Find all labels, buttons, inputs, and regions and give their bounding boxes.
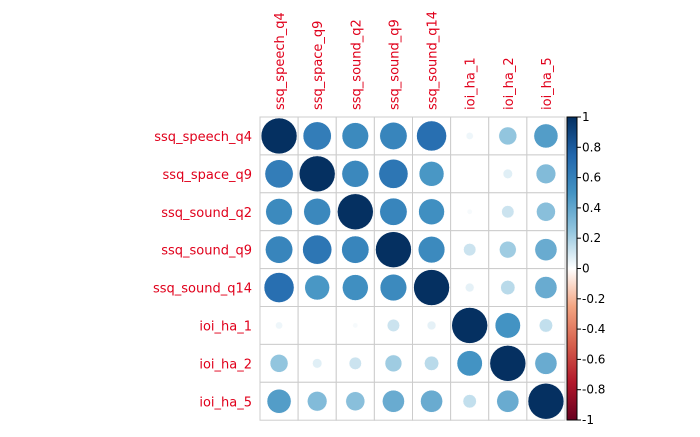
grid-cell xyxy=(450,154,490,194)
column-label: ioi_ha_2 xyxy=(502,57,517,110)
correlation-circle xyxy=(348,356,362,370)
correlation-circle xyxy=(269,354,289,373)
colorbar-tick-label: 0.8 xyxy=(582,140,601,154)
correlation-circle xyxy=(384,354,403,373)
colorbar-tick-label: -0.8 xyxy=(582,383,605,397)
correlation-circle xyxy=(533,123,559,149)
correlation-circle xyxy=(352,322,359,329)
correlation-circle xyxy=(527,383,565,420)
correlation-circle xyxy=(500,280,516,295)
correlation-circle xyxy=(534,276,558,299)
correlation-circle xyxy=(345,391,366,411)
correlation-circle xyxy=(535,163,557,184)
correlation-circle xyxy=(266,388,292,414)
row-label: ssq_sound_q9 xyxy=(161,244,252,259)
row-label: ioi_ha_5 xyxy=(199,395,252,410)
colorbar-tick-label: 0.4 xyxy=(582,201,601,215)
correlation-circle xyxy=(304,274,330,301)
correlation-circle xyxy=(424,355,439,371)
colorbar-tick-label: 1 xyxy=(582,110,590,124)
correlation-circle xyxy=(379,273,407,302)
grid-cell xyxy=(526,268,566,308)
colorbar-tick-label: -0.2 xyxy=(582,292,605,306)
correlation-circle xyxy=(536,202,556,222)
correlation-circle xyxy=(302,121,332,151)
row-label: ssq_sound_q14 xyxy=(153,282,252,297)
correlation-circle xyxy=(463,243,477,257)
column-label: ioi_ha_1 xyxy=(464,57,479,110)
correlation-circle xyxy=(418,161,445,187)
column-label: ioi_ha_5 xyxy=(540,57,555,110)
correlation-circle xyxy=(534,352,558,375)
grid-cell xyxy=(526,116,566,156)
correlation-circle xyxy=(307,391,328,412)
correlation-circle xyxy=(378,159,409,189)
grid-cell xyxy=(488,192,528,232)
correlation-circle xyxy=(418,236,446,264)
correlation-circle xyxy=(451,307,488,344)
colorbar xyxy=(566,116,578,421)
colorbar-tick-label: -0.6 xyxy=(582,352,605,366)
correlation-circle xyxy=(496,389,520,413)
column-label: ssq_space_q9 xyxy=(311,21,326,110)
correlation-circle xyxy=(502,168,513,179)
correlation-circle xyxy=(420,389,443,413)
correlation-circle xyxy=(265,235,293,264)
correlation-circle xyxy=(465,282,475,293)
correlation-circle xyxy=(302,234,333,265)
correlation-circle xyxy=(466,208,473,215)
row-label: ioi_ha_2 xyxy=(199,357,252,372)
correlation-circle xyxy=(265,198,293,226)
row-label: ssq_speech_q4 xyxy=(154,130,252,145)
correlation-circle xyxy=(465,132,474,140)
correlation-circle xyxy=(379,122,408,150)
correlation-circle xyxy=(494,312,521,339)
colorbar-tick-label: -1 xyxy=(582,413,594,427)
correlation-circle xyxy=(501,205,515,219)
correlation-circle xyxy=(538,318,553,333)
correlation-circle xyxy=(275,321,283,330)
correlation-circle xyxy=(337,193,374,230)
correlation-circle xyxy=(342,274,369,301)
row-label: ssq_space_q9 xyxy=(163,168,252,183)
correlation-circle xyxy=(264,159,294,189)
row-label: ssq_sound_q2 xyxy=(161,206,252,221)
correlation-circle xyxy=(418,198,445,225)
column-label: ssq_speech_q4 xyxy=(273,12,288,110)
colorbar-tick-label: 0 xyxy=(582,262,590,276)
correlation-circle xyxy=(263,272,295,303)
column-label: ssq_sound_q14 xyxy=(426,11,441,110)
correlation-circle xyxy=(341,160,369,188)
correlation-circle xyxy=(260,117,298,155)
column-label: ssq_sound_q2 xyxy=(349,19,364,110)
correlation-circle xyxy=(341,122,369,150)
row-label: ioi_ha_1 xyxy=(199,319,252,334)
colorbar-tick-label: 0.6 xyxy=(582,171,601,185)
correlation-circle xyxy=(379,197,408,226)
correlation-circle xyxy=(462,394,477,409)
correlation-circle xyxy=(298,155,336,193)
column-label: ssq_sound_q9 xyxy=(387,19,402,110)
correlation-circle xyxy=(489,345,527,382)
correlation-circle xyxy=(534,238,558,261)
correlation-circle xyxy=(413,269,450,306)
colorbar-tick-label: 0.2 xyxy=(582,231,601,245)
correlation-circle xyxy=(416,120,447,152)
correlation-circle xyxy=(426,320,437,331)
correlation-circle xyxy=(386,318,400,332)
colorbar-tick-label: -0.4 xyxy=(582,322,605,336)
correlation-circle xyxy=(375,231,412,268)
correlation-circle xyxy=(312,358,323,369)
correlation-circle xyxy=(498,126,518,146)
correlation-circle xyxy=(382,389,405,413)
correlation-circle xyxy=(456,350,483,377)
grid-cell xyxy=(297,306,337,345)
correlation-circle xyxy=(303,198,331,226)
correlation-circle xyxy=(499,240,517,259)
grid-cell xyxy=(488,154,528,194)
correlation-circle xyxy=(341,235,370,264)
